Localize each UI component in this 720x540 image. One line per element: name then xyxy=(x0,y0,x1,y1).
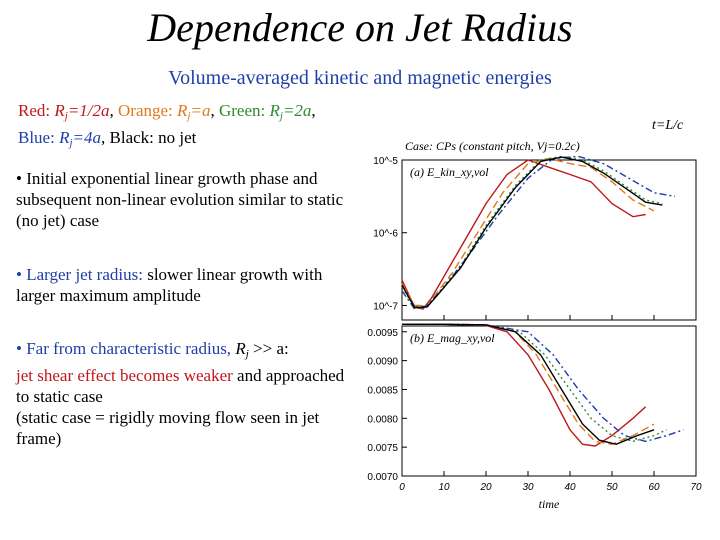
x-tick-label: 70 xyxy=(690,482,702,493)
panel-b-label: (b) E_mag_xy,vol xyxy=(410,331,495,345)
panel-b-ytick-label: 0.0085 xyxy=(367,385,398,396)
bullet-3-highlight: • Far from characteristic radius, xyxy=(16,339,232,358)
panel-b-ytick-label: 0.0090 xyxy=(367,357,398,368)
x-tick-label: 40 xyxy=(564,482,576,493)
panel-a-ticks: 10^-5 10^-6 10^-7 xyxy=(373,156,407,312)
legend-green: Green: Rj=2a xyxy=(218,101,312,122)
legend-green-sub: j xyxy=(279,110,283,122)
legend-blue-var: R xyxy=(59,128,70,147)
legend-blue-sub: j xyxy=(69,137,73,149)
color-legend: Red: Rj=1/2a, Orange: Rj=a, Green: Rj=2a… xyxy=(18,100,398,154)
x-tick-label: 10 xyxy=(438,482,450,493)
slide-title: Dependence on Jet Radius xyxy=(147,5,573,50)
legend-orange-prefix: Orange: xyxy=(118,101,178,120)
bullet-3: • Far from characteristic radius, Rj >> … xyxy=(16,338,356,449)
panel-a-label: (a) E_kin_xy,vol xyxy=(410,165,489,179)
slide-subtitle: Volume-averaged kinetic and magnetic ene… xyxy=(168,67,552,89)
bullet-2-highlight: • Larger jet radius: xyxy=(16,265,143,284)
panel-a-ytick-label: 10^-7 xyxy=(373,301,398,312)
panel-a-series-black xyxy=(401,156,663,309)
bullet-3-relation: >> a: xyxy=(248,339,289,358)
chart-title: Case: CPs (constant pitch, Vj=0.2c) xyxy=(405,139,580,153)
x-tick-label: 60 xyxy=(648,482,660,493)
bullet-3-text: and approached to static case xyxy=(16,366,345,406)
panel-b-ytick-label: 0.0070 xyxy=(367,472,398,483)
panel-a-series-orange xyxy=(401,157,655,307)
bullet-3-red-text: jet shear effect becomes weaker xyxy=(16,366,233,385)
panel-b-frame xyxy=(401,325,697,477)
x-axis-ticks: 0 10 20 30 40 50 60 70 xyxy=(399,315,702,493)
legend-red-value: =1/2a xyxy=(67,101,110,120)
x-tick-label: 30 xyxy=(522,482,534,493)
panel-b-ticks: 0.0095 0.0090 0.0085 0.0080 0.0075 0.0070 xyxy=(367,328,407,483)
legend-green-prefix: Green: xyxy=(218,101,270,120)
legend-blue: Blue: Rj=4a xyxy=(18,128,102,149)
panel-a-ytick-label: 10^-5 xyxy=(373,156,398,167)
energy-plot-figure: Case: CPs (constant pitch, Vj=0.2c) (a) … xyxy=(340,130,720,540)
x-tick-label: 0 xyxy=(399,482,405,493)
x-tick-label: 20 xyxy=(479,482,492,493)
panel-b-series-black xyxy=(402,323,655,446)
time-unit-label: t=L/c xyxy=(652,118,684,133)
panel-b-ytick-label: 0.0075 xyxy=(367,443,398,454)
panel-b-ytick-label: 0.0095 xyxy=(367,328,398,339)
legend-line-1: Red: Rj=1/2a, Orange: Rj=a, Green: Rj=2a… xyxy=(18,101,316,122)
bullet-2-text: slower linear growth with larger maximum… xyxy=(16,265,323,305)
panel-b-series xyxy=(402,323,684,447)
legend-green-var: R xyxy=(269,101,280,120)
legend-orange-var: R xyxy=(177,101,188,120)
panel-a-series xyxy=(401,155,676,310)
panel-a-series-blue xyxy=(401,155,676,310)
panel-b-series-orange xyxy=(402,323,655,446)
legend-orange-value: =a xyxy=(190,101,211,120)
bullet-3-sub: j xyxy=(245,348,249,360)
panel-a-frame xyxy=(401,159,697,321)
legend-red-sub: j xyxy=(64,110,68,122)
legend-red-prefix: Red: xyxy=(18,101,55,120)
energy-plot-svg: Case: CPs (constant pitch, Vj=0.2c) (a) … xyxy=(367,139,702,511)
x-axis-label: time xyxy=(539,497,560,511)
bullet-3-parenthetical: (static case = rigidly moving flow seen … xyxy=(16,408,320,448)
legend-line-2: Blue: Rj=4a, Black: no jet xyxy=(18,128,197,149)
legend-blue-value: =4a xyxy=(72,128,102,147)
legend-black: Black: no jet xyxy=(109,128,197,147)
panel-a-ytick-label: 10^-6 xyxy=(373,229,398,240)
legend-green-value: =2a xyxy=(282,101,312,120)
panel-b-ytick-label: 0.0080 xyxy=(367,414,398,425)
x-tick-label: 50 xyxy=(606,482,618,493)
bullet-2: • Larger jet radius: slower linear growt… xyxy=(16,264,356,306)
legend-orange-sub: j xyxy=(187,110,191,122)
legend-blue-prefix: Blue: xyxy=(18,128,60,147)
bullet-3-var: R xyxy=(235,339,246,358)
legend-red-var: R xyxy=(54,101,65,120)
legend-orange: Orange: Rj=a xyxy=(118,101,211,122)
bullet-1: • Initial exponential linear growth phas… xyxy=(16,169,344,230)
legend-red: Red: Rj=1/2a xyxy=(18,101,110,122)
